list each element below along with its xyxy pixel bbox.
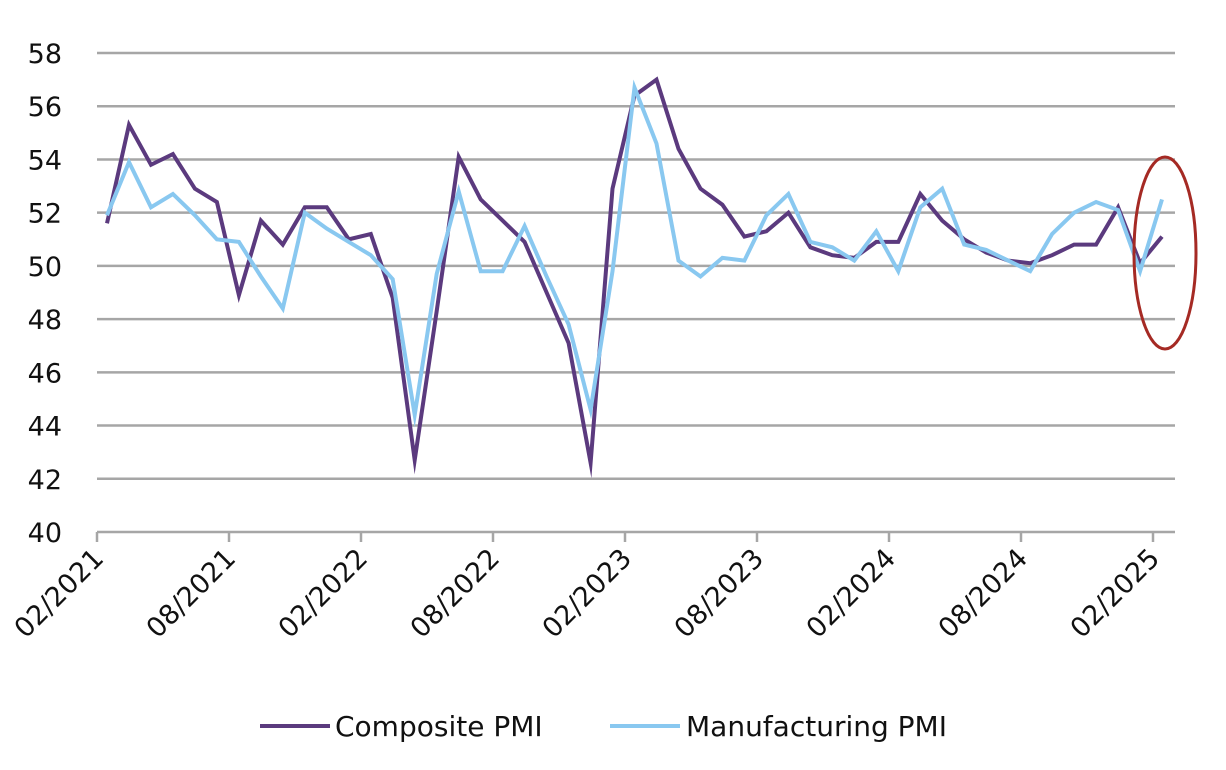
x-tick-label: 02/2024 — [801, 543, 902, 644]
x-tick-label: 08/2022 — [405, 543, 506, 644]
y-tick-label: 46 — [28, 358, 62, 389]
gridlines — [97, 51, 1175, 481]
legend-label: Composite PMI — [335, 710, 543, 743]
x-axis: 02/2021 08/2021 02/2022 08/2022 02/2023 08/20… — [9, 530, 1175, 644]
y-tick-label: 40 — [28, 518, 62, 549]
x-tick-label: 02/2022 — [273, 543, 374, 644]
legend-label: Manufacturing PMI — [686, 710, 947, 743]
x-tick-label: 08/2024 — [933, 543, 1034, 644]
x-tick-label: 08/2023 — [669, 543, 770, 644]
data-series — [105, 76, 1164, 479]
y-tick-label: 48 — [28, 305, 62, 336]
y-tick-label: 50 — [28, 252, 62, 283]
x-tick-label: 08/2021 — [141, 543, 242, 644]
x-tick-label: 02/2023 — [537, 543, 638, 644]
y-axis-tick-labels: 40 42 44 46 48 50 52 54 56 58 — [28, 39, 62, 549]
y-tick-label: 58 — [28, 39, 62, 70]
highlight-annotation — [1132, 155, 1198, 351]
y-tick-label: 44 — [28, 412, 62, 443]
x-tick-label: 02/2025 — [1065, 543, 1166, 644]
series-line-manufacturing-pmi — [105, 79, 1164, 428]
series-line-composite-pmi — [105, 76, 1164, 479]
legend: Composite PMI Manufacturing PMI — [260, 710, 947, 743]
y-tick-label: 56 — [28, 92, 62, 123]
y-tick-label: 42 — [28, 465, 62, 496]
y-tick-label: 52 — [28, 199, 62, 230]
x-tick-label: 02/2021 — [9, 543, 110, 644]
y-tick-label: 54 — [28, 145, 62, 176]
highlight-ellipse — [1132, 155, 1198, 351]
